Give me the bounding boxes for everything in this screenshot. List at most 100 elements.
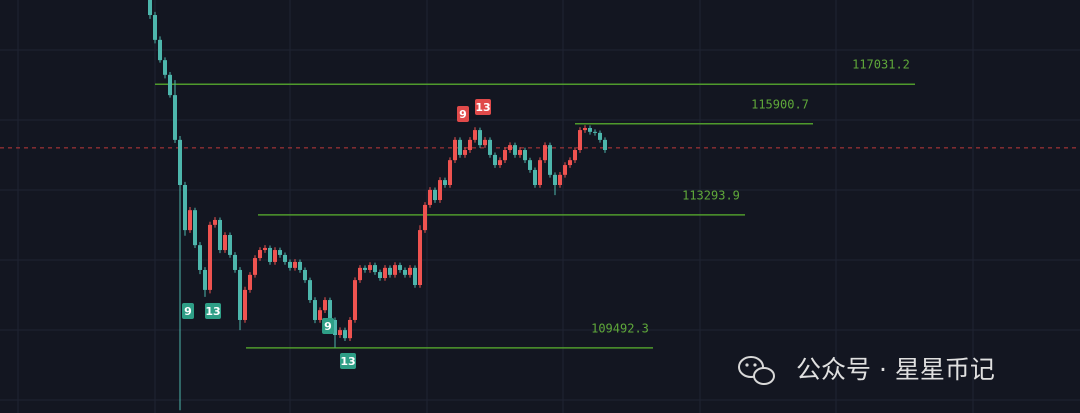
- candle-body: [393, 265, 397, 275]
- candle-body: [288, 261, 292, 268]
- candle-body: [178, 139, 182, 185]
- candle-body: [278, 250, 282, 255]
- candle-body: [523, 150, 527, 161]
- candle-body: [193, 210, 197, 246]
- candle-body: [433, 189, 437, 201]
- marker-badge: [340, 353, 356, 369]
- level-label: 117031.2: [852, 58, 910, 72]
- marker-label: 13: [340, 355, 355, 368]
- candle-body: [533, 169, 537, 185]
- candle-body: [583, 127, 587, 131]
- candle-body: [398, 265, 402, 270]
- marker-label: 13: [205, 305, 220, 318]
- candle-body: [148, 0, 152, 16]
- marker-badge: [475, 99, 491, 115]
- candle-body: [598, 132, 602, 140]
- candle-body: [328, 300, 332, 320]
- candle-body: [563, 165, 567, 175]
- candle-body: [218, 219, 222, 251]
- candle-body: [508, 145, 512, 151]
- candle-body: [503, 150, 507, 161]
- candle-body: [198, 245, 202, 270]
- candle-body: [243, 289, 247, 320]
- candle-body: [358, 267, 362, 281]
- marker-badge: [322, 318, 334, 334]
- watermark-text: 公众号 · 星星币记: [796, 355, 995, 384]
- candle-body: [528, 160, 532, 170]
- candle-body: [228, 235, 232, 255]
- candle-body: [543, 145, 547, 161]
- candle-body: [418, 230, 422, 286]
- candle-body: [448, 160, 452, 185]
- candle-body: [473, 130, 477, 140]
- candle-body: [283, 254, 287, 262]
- candle-body: [513, 145, 517, 155]
- candle-body: [238, 269, 242, 320]
- marker-badge: [205, 303, 221, 319]
- candle-body: [498, 160, 502, 166]
- candle-body: [223, 235, 227, 251]
- candle-body: [188, 210, 192, 231]
- candle-body: [478, 130, 482, 146]
- candle-body: [458, 139, 462, 155]
- candle-body: [213, 219, 217, 225]
- candle-body: [203, 269, 207, 290]
- candle-body: [488, 139, 492, 155]
- candle-body: [438, 180, 442, 201]
- candle-body: [593, 131, 597, 133]
- marker-badge: [457, 106, 469, 122]
- candle-body: [258, 250, 262, 259]
- candle-body: [428, 189, 432, 205]
- level-label: 115900.7: [751, 97, 809, 111]
- candle-body: [293, 261, 297, 268]
- candle-body: [373, 265, 377, 273]
- candle-body: [443, 180, 447, 185]
- candle-body: [408, 267, 412, 275]
- candle-body: [163, 60, 167, 75]
- candle-body: [268, 247, 272, 262]
- candle-body: [338, 330, 342, 336]
- marker-label: 9: [459, 108, 467, 121]
- candle-body: [468, 139, 472, 151]
- candle-body: [168, 74, 172, 96]
- candle-body: [298, 261, 302, 270]
- candle-body: [453, 139, 457, 161]
- candle-body: [538, 160, 542, 185]
- candle-body: [253, 258, 257, 275]
- candle-body: [343, 330, 347, 339]
- candle-body: [248, 274, 252, 290]
- candle-body: [313, 300, 317, 320]
- candle-body: [423, 204, 427, 231]
- candle-body: [578, 130, 582, 151]
- candle-body: [368, 265, 372, 270]
- candle-body: [378, 272, 382, 279]
- candle-body: [573, 150, 577, 161]
- candle-body: [158, 39, 162, 61]
- candle-body: [388, 267, 392, 275]
- marker-label: 9: [184, 305, 192, 318]
- candle-body: [208, 224, 212, 290]
- candle-body: [348, 319, 352, 339]
- candle-body: [308, 280, 312, 301]
- candle-body: [318, 310, 322, 320]
- candle-body: [553, 174, 557, 185]
- marker-label: 13: [475, 101, 490, 114]
- candle-body: [603, 139, 607, 151]
- level-label: 109492.3: [591, 321, 649, 335]
- candle-body: [548, 145, 552, 175]
- marker-badge: [182, 303, 194, 319]
- candle-body: [518, 150, 522, 155]
- candle-body: [303, 269, 307, 281]
- marker-label: 9: [324, 320, 332, 333]
- candle-body: [383, 267, 387, 279]
- candle-body: [483, 139, 487, 146]
- level-label: 113293.9: [682, 188, 740, 202]
- candle-body: [333, 319, 337, 336]
- watermark: [738, 356, 775, 385]
- candle-body: [233, 254, 237, 270]
- candle-body: [263, 247, 267, 251]
- candle-body: [183, 184, 187, 231]
- candle-body: [493, 154, 497, 166]
